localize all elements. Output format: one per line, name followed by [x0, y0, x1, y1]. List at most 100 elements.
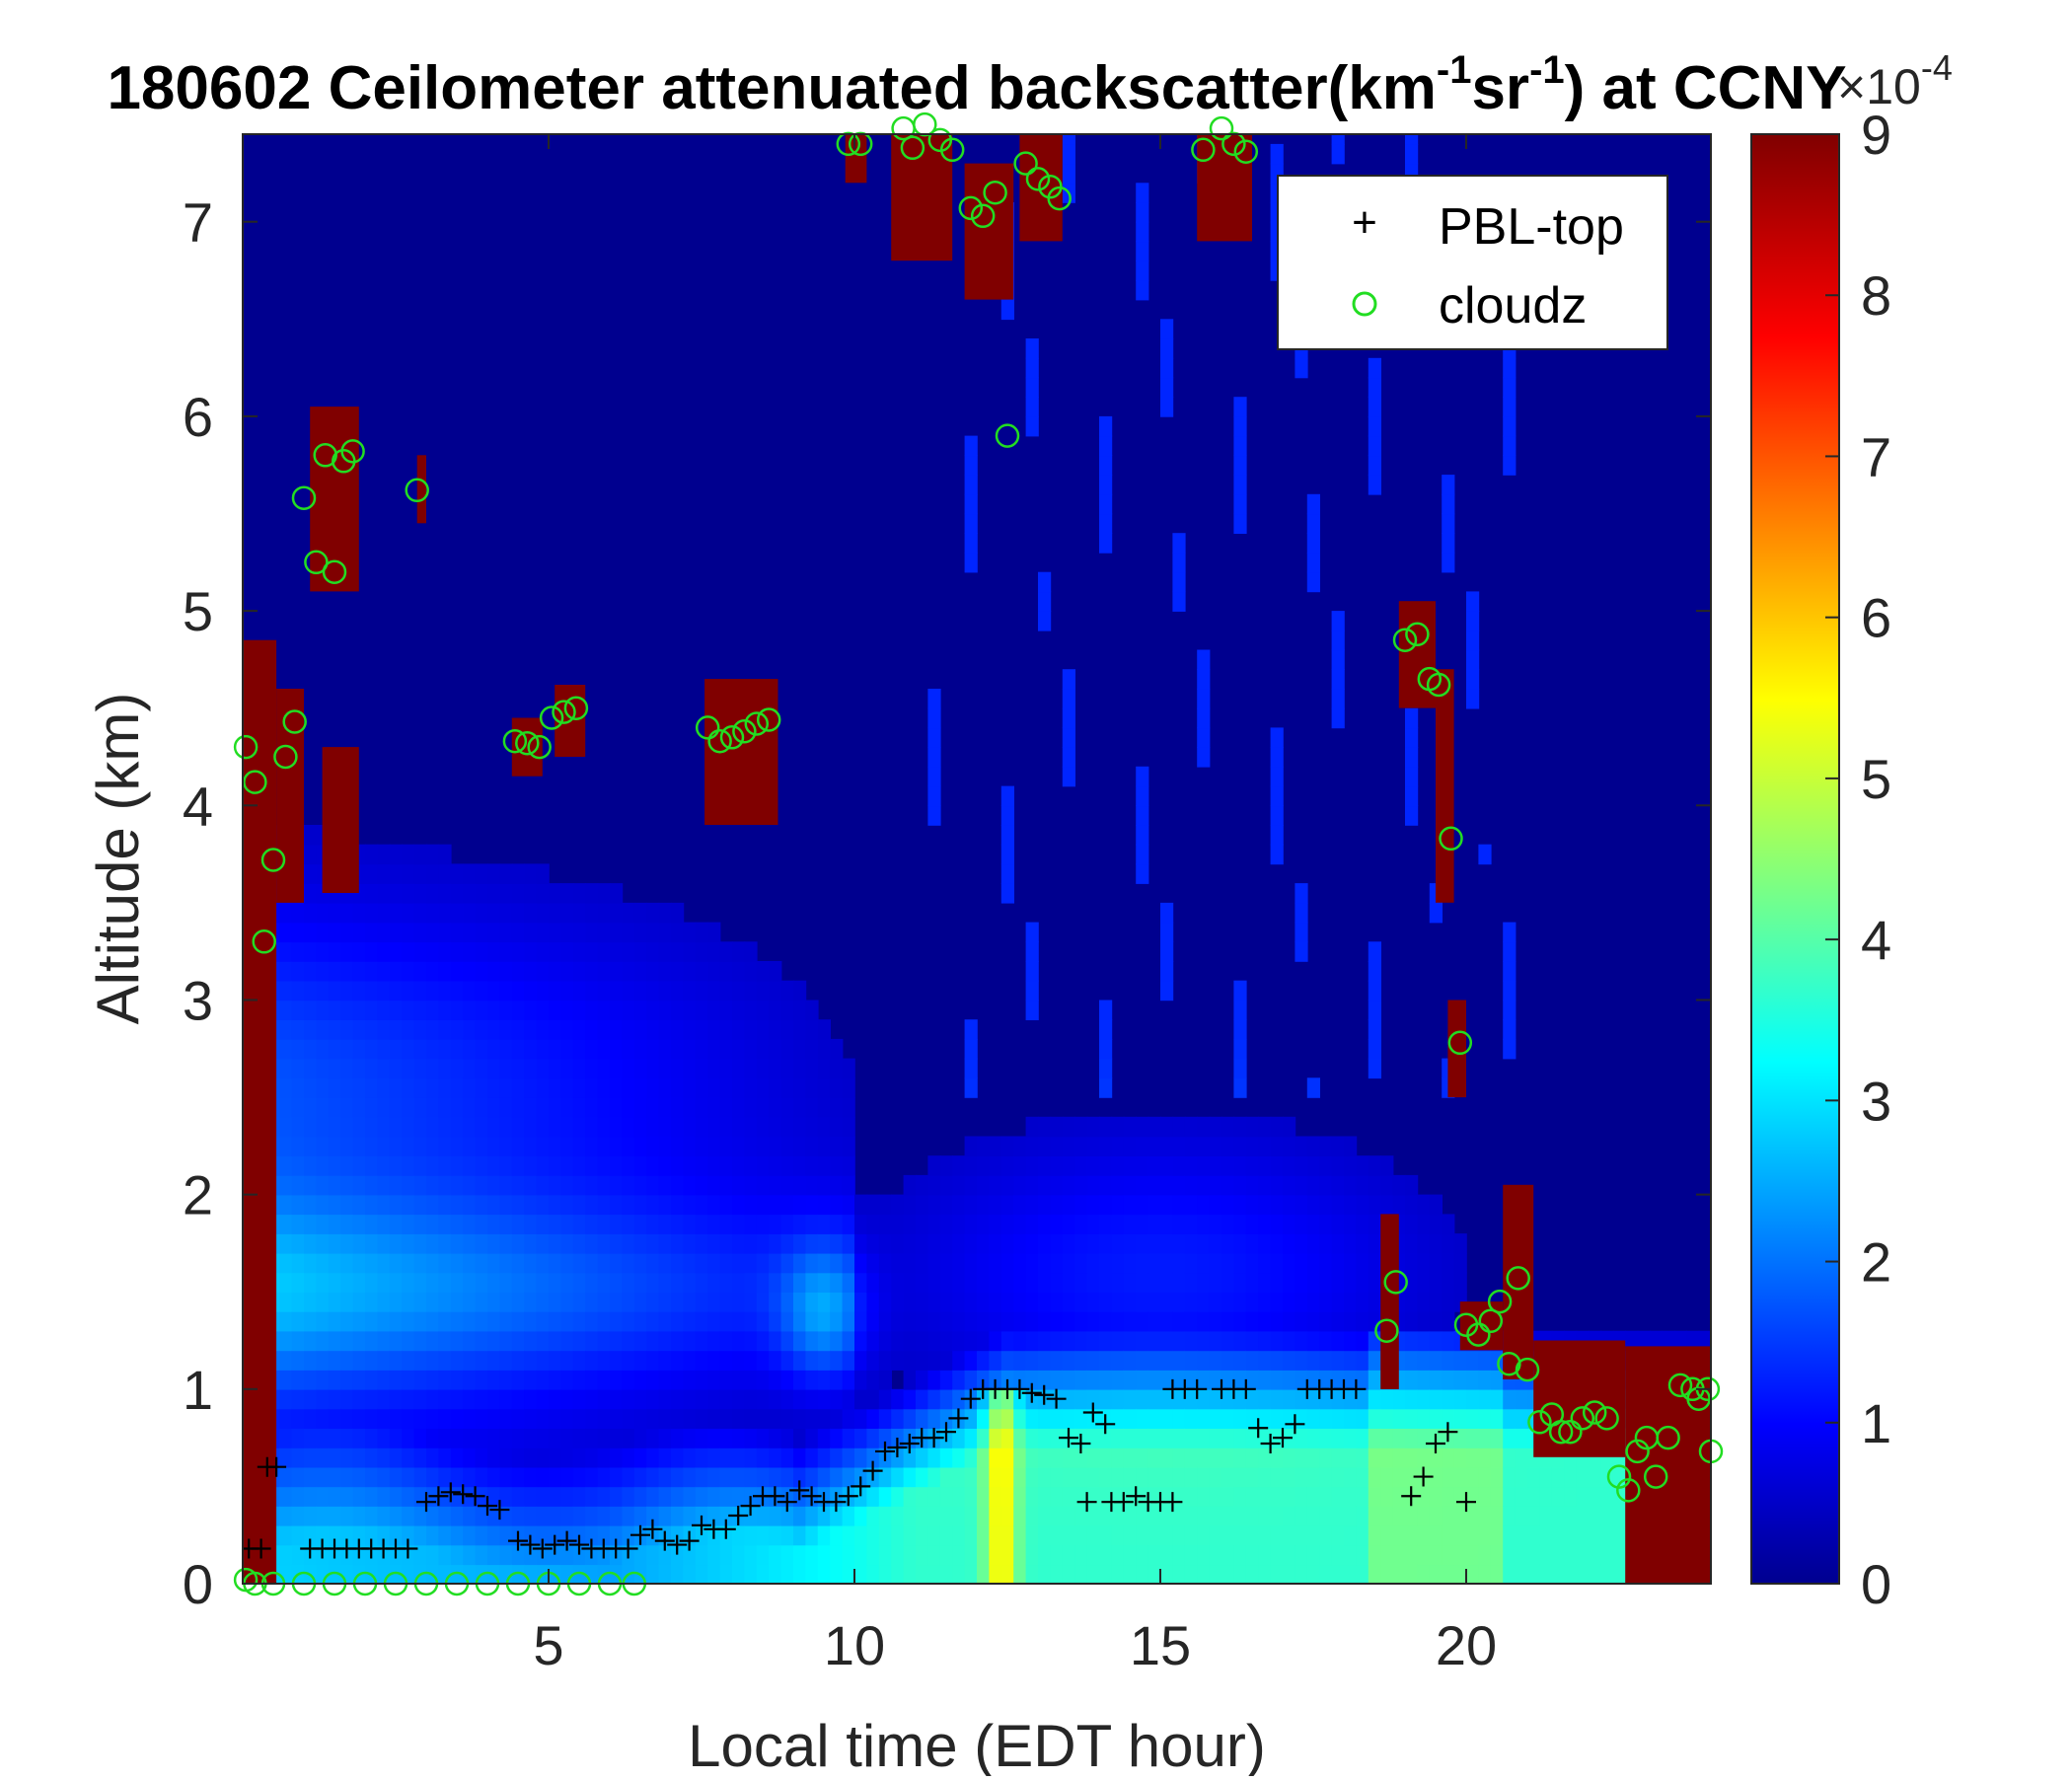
colorbar-tick-label: 2 [1861, 1231, 1891, 1294]
cloudz-point [563, 696, 589, 720]
cloudz-point [260, 848, 286, 872]
pbl-top-point [416, 1492, 436, 1513]
cloudz-point [1447, 1030, 1473, 1056]
pbl-top-point [1076, 1492, 1097, 1513]
cloudz-point [527, 734, 552, 760]
cloudz-point [1656, 1425, 1680, 1450]
pbl-top-point [838, 1486, 858, 1507]
cloudz-point [1667, 1373, 1693, 1398]
pbl-top-point [465, 1486, 485, 1507]
x-tick-label: 10 [824, 1614, 885, 1676]
pbl-top-point [266, 1456, 287, 1477]
pbl-top-point [1260, 1434, 1281, 1454]
cloudz-point [1374, 1318, 1399, 1343]
colorbar-multiplier: ×10-4 [1837, 47, 1953, 114]
cloudz-point [1392, 628, 1418, 652]
pbl-top-point [1273, 1428, 1293, 1448]
cloudz-point [1439, 826, 1463, 852]
pbl-top-point [569, 1534, 589, 1555]
pbl-top-point [960, 1388, 981, 1409]
cloudz-point [1025, 167, 1051, 191]
x-axis-label: Local time (EDT hour) [688, 1713, 1266, 1776]
cloudz-point [1013, 151, 1038, 176]
pbl-top-point [532, 1538, 553, 1559]
cloudz-point [252, 929, 276, 954]
pbl-top-point [508, 1530, 528, 1551]
colorbar-tick-label: 8 [1861, 264, 1891, 327]
cloudz-point [913, 111, 937, 137]
pbl-top-point [428, 1486, 449, 1507]
pbl-top-point [1009, 1378, 1030, 1399]
y-tick-label: 3 [183, 969, 213, 1031]
cloudz-point [1625, 1439, 1650, 1464]
cloudz-point [1405, 622, 1430, 647]
cloudz-point [1582, 1400, 1607, 1425]
plot-frame [242, 133, 1712, 1585]
cloudz-point [707, 728, 732, 754]
colorbar-tick-label: 9 [1861, 104, 1891, 166]
cloudz-point [1506, 1266, 1530, 1291]
pbl-top-point [478, 1496, 497, 1517]
pbl-top-point [826, 1492, 847, 1513]
pbl-top-point [1162, 1492, 1183, 1513]
cloudz-point [995, 423, 1020, 448]
pbl-top-point [948, 1408, 969, 1429]
pbl-top-point [251, 1538, 271, 1559]
chart-title: 180602 Ceilometer attenuated backscatter… [107, 48, 1846, 122]
heatmap [243, 134, 1711, 1584]
colorbar-tick-label: 6 [1861, 587, 1891, 649]
cloudz-point [515, 730, 540, 756]
legend-box [1277, 175, 1668, 350]
y-tick-label: 0 [183, 1553, 213, 1615]
pbl-top-point [715, 1519, 736, 1539]
x-tick-label: 20 [1436, 1614, 1497, 1676]
legend: + PBL-top cloudz [1277, 175, 1668, 350]
cloudz-point [719, 725, 745, 750]
cloudz-point [282, 709, 307, 734]
pbl-top-point [789, 1480, 810, 1501]
cloudz-point [1558, 1419, 1583, 1445]
pbl-top-point [801, 1486, 822, 1507]
pbl-top-point [398, 1538, 418, 1559]
pbl-top-point [692, 1515, 711, 1535]
pbl-top-point [630, 1524, 650, 1545]
x-tick-label: 15 [1130, 1614, 1191, 1676]
cloudz-point [1047, 186, 1072, 211]
cloudz-point [313, 443, 337, 468]
cloudz-point [1466, 1322, 1491, 1347]
legend-pbl-marker: + [1352, 198, 1377, 247]
pbl-top-point [654, 1530, 675, 1551]
cloudz-point [552, 700, 576, 724]
pbl-top-point [642, 1519, 663, 1539]
cloudz-point [732, 719, 757, 744]
cloudz-point [1233, 139, 1259, 164]
cloudz-point [1191, 137, 1216, 163]
pbl-top-point [453, 1484, 474, 1505]
cloudz-point [1426, 672, 1451, 698]
cloudz-point [1383, 1270, 1408, 1295]
cloudz-point [756, 707, 781, 732]
legend-item-cloudz: cloudz [1439, 277, 1587, 334]
legend-item-pbl-top: PBL-top [1439, 198, 1624, 256]
colorbar-gradient [1750, 133, 1840, 1585]
cloudz-point [273, 744, 298, 770]
cloudz-point [340, 439, 365, 464]
pbl-top-point [556, 1530, 577, 1551]
cloudz-point [233, 734, 259, 760]
cloudz-point [1616, 1478, 1641, 1503]
pbl-top-point [1187, 1378, 1208, 1399]
pbl-top-point [1082, 1402, 1103, 1423]
cloudz-point [1594, 1406, 1619, 1431]
pbl-top-point [1034, 1384, 1055, 1405]
cloudz-point [1570, 1406, 1595, 1431]
colorbar-tick-label: 4 [1861, 909, 1891, 971]
pbl-top-point [1113, 1492, 1134, 1513]
colorbar-tick-label: 0 [1861, 1553, 1891, 1615]
cloudz-point [1478, 1308, 1504, 1334]
pbl-top-point [1456, 1492, 1476, 1513]
cloudz-point [1487, 1289, 1513, 1314]
legend-cloudz-marker [1352, 291, 1377, 317]
pbl-top-point [667, 1534, 688, 1555]
